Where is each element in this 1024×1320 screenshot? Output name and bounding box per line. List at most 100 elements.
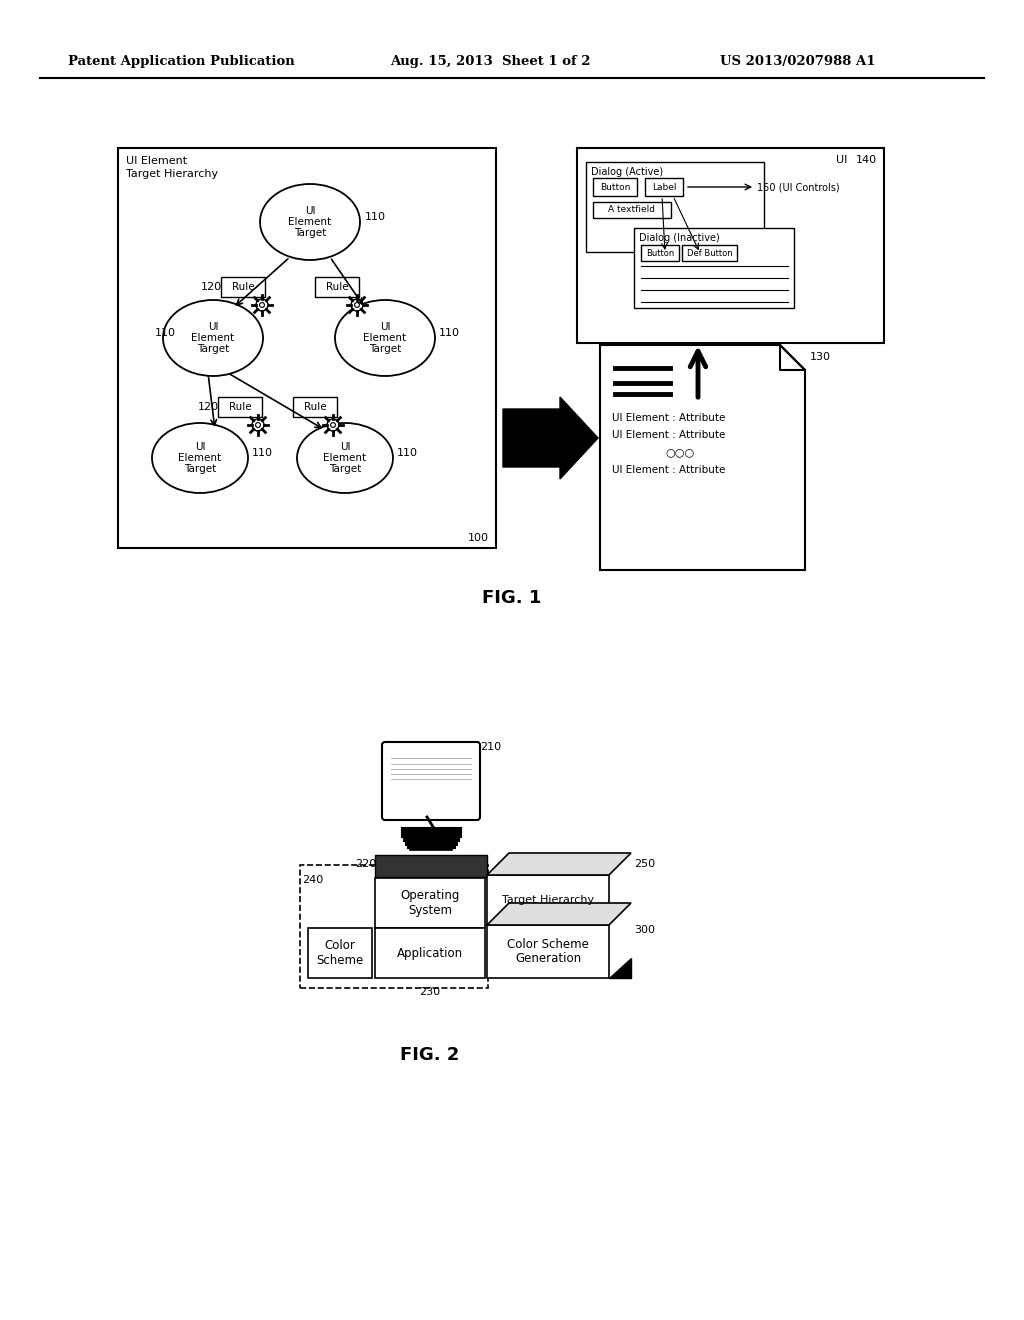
Text: Element: Element bbox=[364, 333, 407, 343]
Bar bbox=[218, 397, 262, 417]
Text: Target Hierarchy: Target Hierarchy bbox=[126, 169, 218, 180]
Text: 250: 250 bbox=[634, 859, 655, 869]
Text: 130: 130 bbox=[810, 352, 831, 362]
Circle shape bbox=[331, 422, 336, 428]
Text: Rule: Rule bbox=[228, 403, 251, 412]
Circle shape bbox=[354, 302, 359, 308]
Text: UI Element : Attribute: UI Element : Attribute bbox=[612, 465, 725, 475]
Text: Dialog (Inactive): Dialog (Inactive) bbox=[639, 234, 720, 243]
Text: Rule: Rule bbox=[304, 403, 327, 412]
Bar bbox=[375, 878, 485, 928]
Text: FIG. 1: FIG. 1 bbox=[482, 589, 542, 607]
Bar bbox=[593, 202, 671, 218]
Text: 220: 220 bbox=[355, 859, 376, 869]
Text: Application: Application bbox=[397, 946, 463, 960]
Text: Operating
System: Operating System bbox=[400, 888, 460, 917]
Text: FIG. 2: FIG. 2 bbox=[400, 1045, 460, 1064]
Bar bbox=[118, 148, 496, 548]
Bar bbox=[645, 178, 683, 195]
Bar bbox=[641, 246, 679, 261]
Text: A textfield: A textfield bbox=[608, 206, 655, 214]
Bar bbox=[293, 397, 337, 417]
Text: UI: UI bbox=[208, 322, 218, 331]
Text: Element: Element bbox=[191, 333, 234, 343]
Text: UI: UI bbox=[340, 442, 350, 451]
Ellipse shape bbox=[163, 300, 263, 376]
Text: Rule: Rule bbox=[326, 282, 348, 292]
Text: UI: UI bbox=[836, 154, 848, 165]
Polygon shape bbox=[487, 853, 631, 875]
Text: Target: Target bbox=[197, 345, 229, 354]
Text: 150 (UI Controls): 150 (UI Controls) bbox=[757, 182, 840, 191]
Text: Element: Element bbox=[324, 453, 367, 463]
Bar bbox=[593, 178, 637, 195]
Text: 120: 120 bbox=[198, 403, 219, 412]
Bar bbox=[375, 855, 487, 876]
Polygon shape bbox=[487, 903, 631, 925]
Text: 110: 110 bbox=[155, 327, 176, 338]
Bar bbox=[315, 277, 359, 297]
Bar bbox=[375, 928, 485, 978]
Text: Element: Element bbox=[289, 216, 332, 227]
Text: Button: Button bbox=[646, 248, 674, 257]
Ellipse shape bbox=[260, 183, 360, 260]
Ellipse shape bbox=[152, 422, 248, 492]
Bar bbox=[586, 162, 764, 252]
Text: 120: 120 bbox=[245, 282, 266, 292]
Circle shape bbox=[256, 298, 268, 312]
Polygon shape bbox=[600, 345, 805, 570]
Bar bbox=[487, 875, 609, 925]
Circle shape bbox=[327, 418, 339, 432]
Ellipse shape bbox=[297, 422, 393, 492]
Text: Target: Target bbox=[329, 465, 361, 474]
Text: 120: 120 bbox=[201, 282, 222, 292]
Text: Target: Target bbox=[369, 345, 401, 354]
Text: 100: 100 bbox=[468, 533, 489, 543]
Text: 120: 120 bbox=[242, 403, 263, 412]
Text: Color Scheme
Generation: Color Scheme Generation bbox=[507, 937, 589, 965]
Bar bbox=[682, 246, 737, 261]
FancyBboxPatch shape bbox=[382, 742, 480, 820]
FancyArrow shape bbox=[503, 397, 598, 479]
Text: UI Element : Attribute: UI Element : Attribute bbox=[612, 430, 725, 440]
Circle shape bbox=[252, 418, 264, 432]
Text: 110: 110 bbox=[439, 327, 460, 338]
Text: UI: UI bbox=[380, 322, 390, 331]
Text: Label: Label bbox=[651, 182, 676, 191]
Text: 110: 110 bbox=[252, 447, 273, 458]
Text: UI: UI bbox=[305, 206, 315, 215]
Bar bbox=[308, 928, 372, 978]
Text: Aug. 15, 2013  Sheet 1 of 2: Aug. 15, 2013 Sheet 1 of 2 bbox=[390, 55, 591, 69]
Bar bbox=[634, 228, 794, 308]
Text: ○○○: ○○○ bbox=[665, 447, 694, 457]
Text: 140: 140 bbox=[856, 154, 878, 165]
Text: Target Hierarchy: Target Hierarchy bbox=[502, 895, 594, 906]
Text: UI: UI bbox=[195, 442, 205, 451]
Text: 240: 240 bbox=[302, 875, 324, 884]
Text: UI Element : Attribute: UI Element : Attribute bbox=[612, 413, 725, 422]
Text: 110: 110 bbox=[397, 447, 418, 458]
Ellipse shape bbox=[335, 300, 435, 376]
Polygon shape bbox=[609, 958, 631, 978]
Text: Target: Target bbox=[184, 465, 216, 474]
Circle shape bbox=[351, 298, 364, 312]
Bar bbox=[487, 925, 609, 978]
Text: 110: 110 bbox=[365, 213, 386, 222]
Text: Target: Target bbox=[294, 228, 326, 238]
Text: 300: 300 bbox=[634, 925, 655, 935]
Text: Rule: Rule bbox=[231, 282, 254, 292]
Text: 230: 230 bbox=[420, 987, 440, 997]
Text: UI Element: UI Element bbox=[126, 156, 187, 166]
Text: Def Button: Def Button bbox=[687, 248, 732, 257]
Text: Element: Element bbox=[178, 453, 221, 463]
Text: 210: 210 bbox=[480, 742, 501, 752]
Text: Patent Application Publication: Patent Application Publication bbox=[68, 55, 295, 69]
Bar bbox=[300, 865, 488, 987]
Text: US 2013/0207988 A1: US 2013/0207988 A1 bbox=[720, 55, 876, 69]
Circle shape bbox=[256, 422, 260, 428]
Bar bbox=[221, 277, 265, 297]
Bar bbox=[577, 148, 884, 343]
Text: Button: Button bbox=[600, 182, 630, 191]
Circle shape bbox=[259, 302, 264, 308]
Text: Color
Scheme: Color Scheme bbox=[316, 939, 364, 968]
